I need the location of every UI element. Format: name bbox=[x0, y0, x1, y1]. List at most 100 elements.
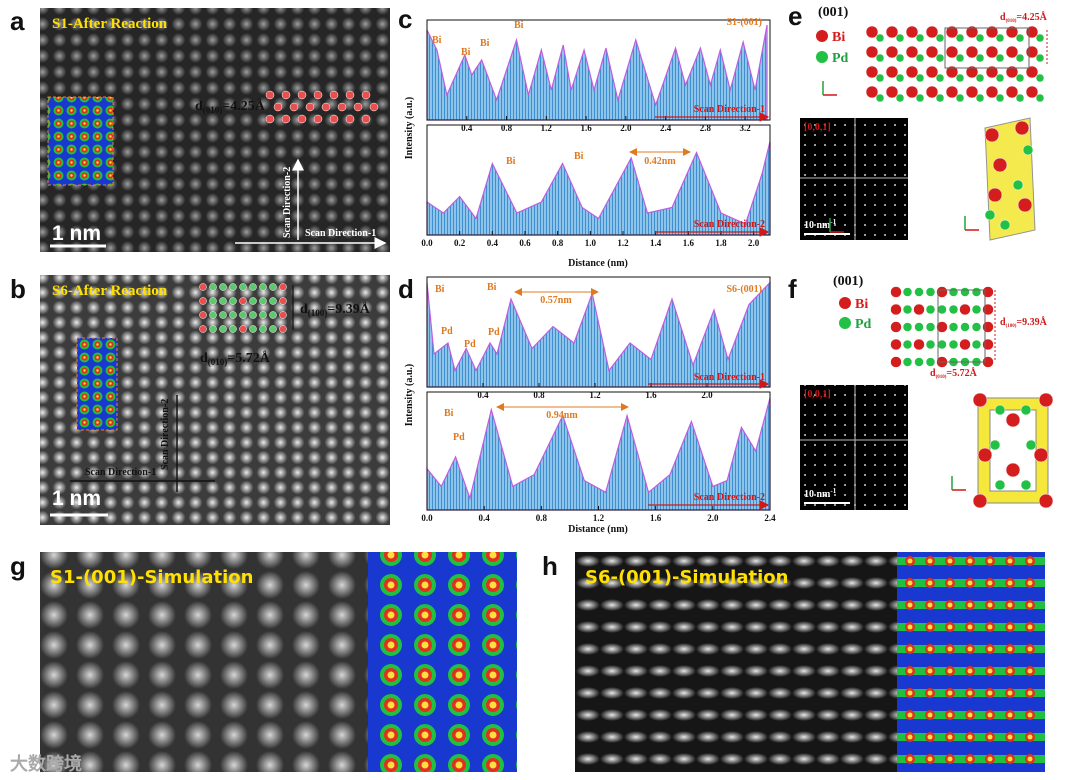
panel-title: S6-(001)-Simulation bbox=[585, 567, 788, 588]
atom bbox=[1038, 392, 1054, 408]
atom bbox=[1025, 45, 1039, 59]
profile bbox=[426, 281, 771, 388]
atom bbox=[902, 357, 913, 367]
atom bbox=[890, 286, 902, 298]
atom bbox=[289, 102, 299, 112]
atom bbox=[972, 493, 988, 509]
atom bbox=[982, 321, 994, 333]
atom bbox=[925, 322, 936, 332]
atom bbox=[905, 25, 919, 39]
x-tick-label: 1.2 bbox=[593, 513, 605, 523]
atom bbox=[249, 297, 257, 305]
spacing-value: =5.72Å bbox=[227, 350, 270, 366]
atom bbox=[199, 283, 207, 291]
x-tick-label: 2.0 bbox=[701, 390, 713, 400]
scale-label: 1 nm bbox=[52, 487, 101, 510]
atom bbox=[914, 287, 924, 297]
panel-letter: c bbox=[398, 4, 412, 34]
atom bbox=[937, 304, 947, 315]
x-tick-label: 1.2 bbox=[589, 390, 601, 400]
x-tick-label: 2.4 bbox=[660, 123, 672, 133]
crystal-model bbox=[890, 286, 994, 368]
atom bbox=[895, 33, 905, 43]
atom bbox=[885, 65, 899, 79]
legend-swatch bbox=[816, 30, 828, 42]
atom bbox=[915, 33, 925, 43]
panel-title: S1-(001)-Simulation bbox=[50, 567, 253, 588]
atom bbox=[249, 283, 257, 291]
atom bbox=[955, 93, 965, 103]
scale-sup: -1 bbox=[830, 487, 836, 495]
atom bbox=[281, 114, 291, 124]
atom bbox=[279, 297, 287, 305]
x-tick-label: 0.4 bbox=[487, 238, 499, 248]
panel-letter: e bbox=[788, 1, 802, 31]
x-tick-label: 1.6 bbox=[645, 390, 657, 400]
peak-label: Bi bbox=[480, 38, 490, 49]
atom bbox=[948, 287, 959, 297]
atom bbox=[239, 297, 247, 305]
atom bbox=[935, 93, 945, 103]
atom bbox=[992, 157, 1008, 173]
profile bbox=[426, 141, 771, 236]
scale-main: 10 nm bbox=[804, 220, 831, 231]
atom bbox=[219, 283, 227, 291]
spacing-value: =5.72Å bbox=[946, 367, 977, 379]
spacing-d: d bbox=[1000, 12, 1006, 23]
scale-main: 10 nm bbox=[804, 489, 831, 500]
atom bbox=[925, 287, 936, 297]
unit-cell bbox=[937, 289, 986, 363]
x-tick-label: 1.4 bbox=[650, 238, 662, 248]
atom bbox=[895, 53, 905, 63]
atom bbox=[865, 45, 879, 59]
x-tick-label: 3.2 bbox=[740, 123, 752, 133]
atom bbox=[1005, 65, 1019, 79]
atom bbox=[337, 102, 347, 112]
peak-label: Bi bbox=[435, 284, 445, 295]
plot-frame bbox=[426, 124, 771, 236]
spacing-value: =9.39Å bbox=[1016, 316, 1047, 328]
atom bbox=[925, 65, 939, 79]
scan-label: Scan Direction-2 bbox=[282, 167, 293, 238]
atom bbox=[229, 297, 237, 305]
x-tick-label: 1.8 bbox=[715, 238, 727, 248]
spacing-sub: (100) bbox=[308, 308, 328, 318]
atom bbox=[1005, 45, 1019, 59]
spacing-value: =4.25Å bbox=[222, 98, 265, 114]
plot-frame bbox=[426, 276, 771, 388]
atom bbox=[915, 53, 925, 63]
atom bbox=[1035, 33, 1045, 43]
atom bbox=[935, 33, 945, 43]
spacing-d: d bbox=[195, 99, 203, 114]
y-axis-title: Intensity (a.u.) bbox=[404, 364, 415, 427]
x-tick-label: 1.0 bbox=[585, 238, 597, 248]
atom bbox=[875, 33, 885, 43]
scale-label: 10 nm-1 bbox=[804, 218, 837, 231]
atom bbox=[995, 53, 1005, 63]
atom bbox=[273, 102, 283, 112]
crystal-3d bbox=[972, 392, 1054, 509]
atom bbox=[945, 85, 959, 99]
atom bbox=[975, 33, 985, 43]
atom bbox=[313, 114, 323, 124]
atom bbox=[948, 304, 959, 315]
atom bbox=[895, 93, 905, 103]
atom bbox=[925, 304, 936, 315]
distance-label: 0.42nm bbox=[644, 156, 676, 167]
x-tick-label: 0.4 bbox=[461, 123, 473, 133]
zone-axis: (001) bbox=[818, 5, 849, 20]
atom bbox=[1005, 85, 1019, 99]
atom bbox=[1035, 53, 1045, 63]
x-tick-label: 2.0 bbox=[620, 123, 632, 133]
atom bbox=[1022, 144, 1034, 156]
spacing-sub: (010) bbox=[203, 105, 223, 115]
spacing-sub: (010) bbox=[1006, 19, 1017, 24]
atom bbox=[1005, 25, 1019, 39]
atom bbox=[925, 85, 939, 99]
scale-label: 10 nm-1 bbox=[804, 487, 837, 500]
atom bbox=[977, 447, 993, 463]
atom bbox=[985, 85, 999, 99]
atom bbox=[895, 73, 905, 83]
atom bbox=[982, 303, 994, 316]
atom bbox=[199, 311, 207, 319]
